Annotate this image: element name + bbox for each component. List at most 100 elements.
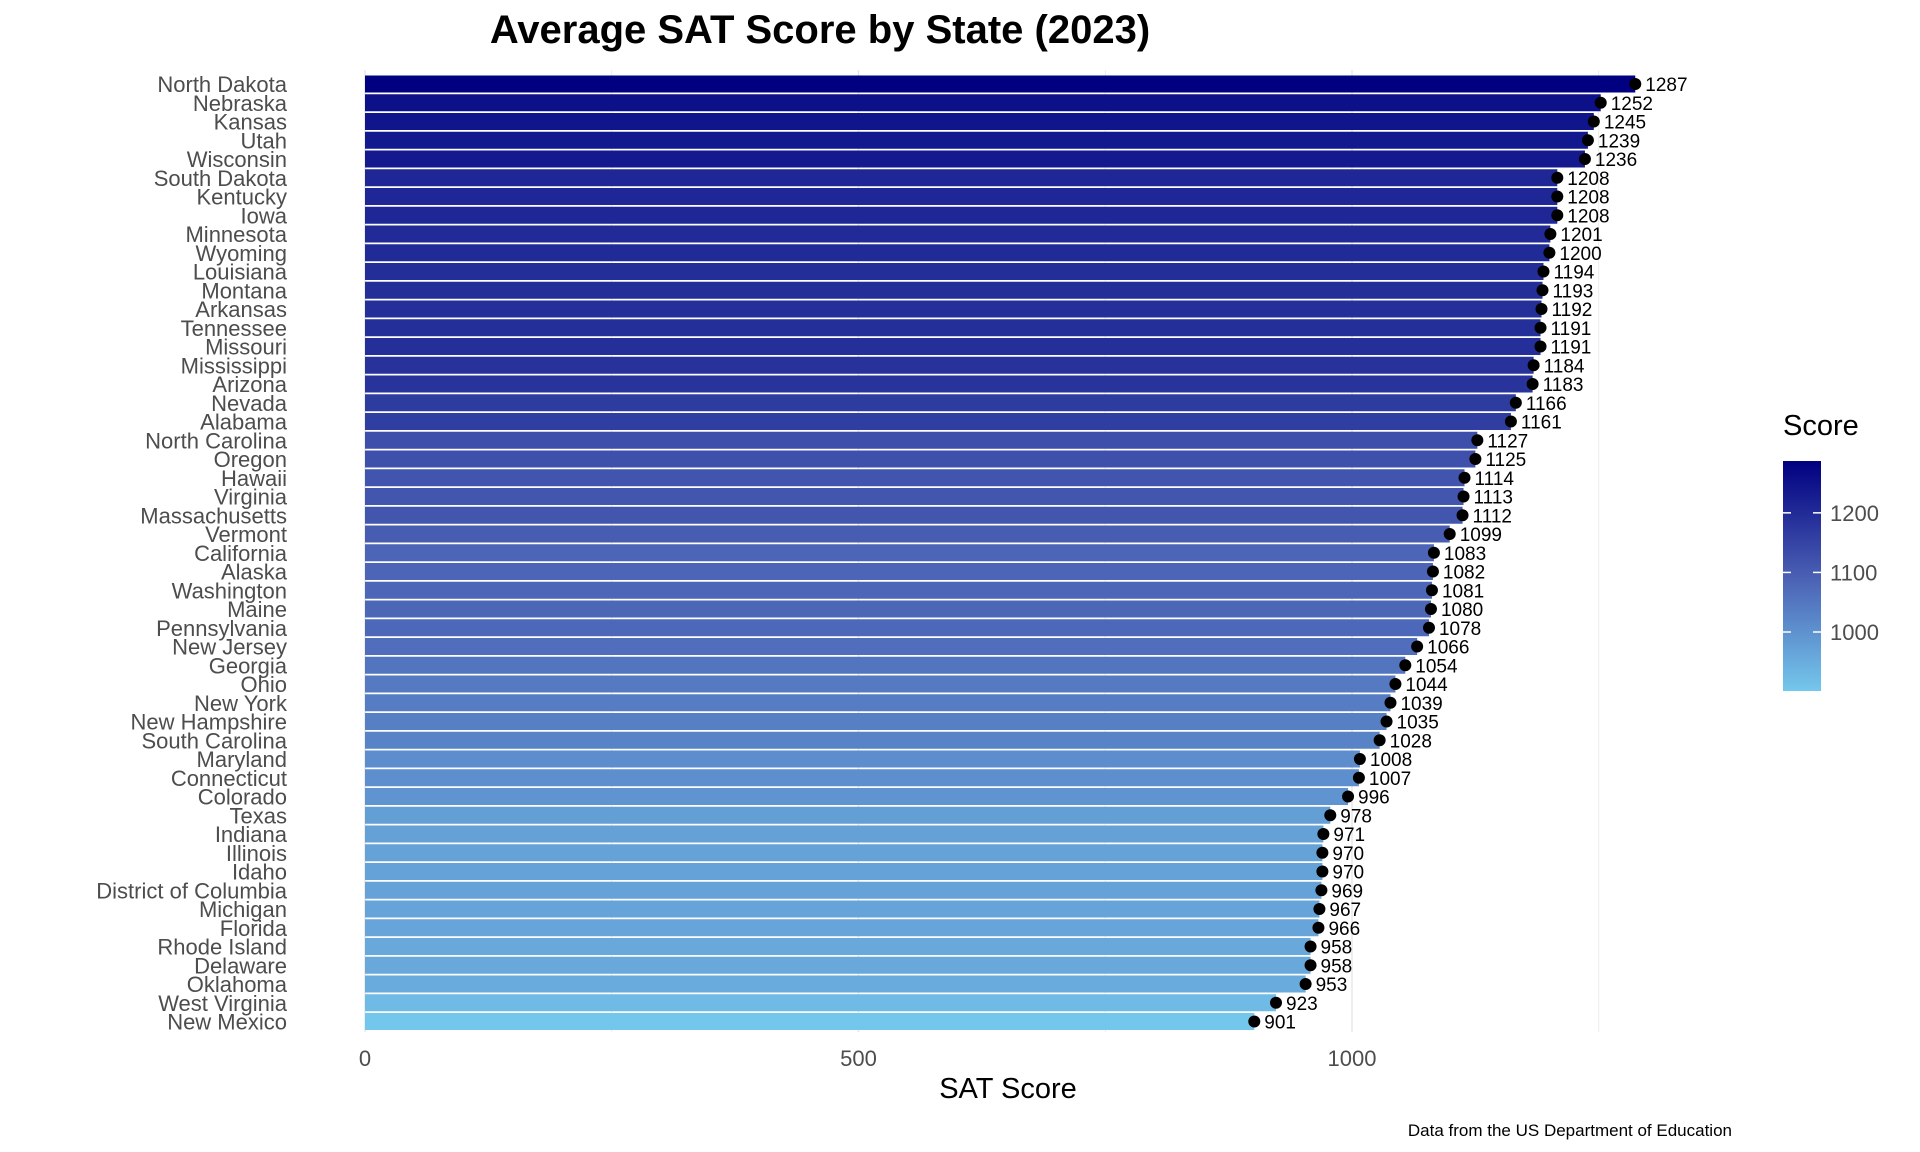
y-tick-label: Utah [241, 128, 287, 153]
y-tick-label: Georgia [209, 653, 288, 678]
y-tick-label: Florida [220, 916, 288, 941]
legend-colorbar [1783, 461, 1821, 691]
bar-end-dot [1594, 96, 1607, 109]
bar [365, 169, 1558, 187]
data-label: 1191 [1551, 338, 1592, 359]
bar [365, 919, 1319, 937]
data-label: 971 [1333, 825, 1365, 846]
bar-end-dot [1380, 715, 1393, 728]
bar [365, 750, 1360, 768]
data-label: 1239 [1598, 131, 1640, 152]
bar-end-dot [1304, 940, 1317, 953]
bar [365, 431, 1478, 449]
data-label: 901 [1264, 1013, 1296, 1034]
y-tick-label: Kansas [214, 110, 287, 135]
data-label: 1081 [1442, 581, 1484, 602]
bar [365, 375, 1533, 393]
legend-tick-label: 1200 [1830, 501, 1879, 526]
bar [365, 994, 1277, 1012]
bar [365, 75, 1636, 93]
bar [365, 244, 1550, 262]
bar-end-dot [1527, 359, 1540, 372]
data-label: 1208 [1567, 169, 1609, 190]
bar-end-dot [1443, 528, 1456, 540]
y-tick-label: North Dakota [157, 72, 287, 97]
bar-end-dot [1342, 790, 1355, 803]
data-label: 1183 [1543, 375, 1584, 396]
bar [365, 619, 1429, 637]
bar [365, 975, 1306, 993]
bar-end-dot [1317, 828, 1330, 840]
bar-end-dot [1304, 959, 1317, 972]
chart-title: Average SAT Score by State (2023) [489, 8, 1151, 52]
bar-end-dot [1424, 603, 1437, 615]
y-tick-label: Delaware [194, 953, 287, 978]
bar-end-dot [1425, 584, 1438, 597]
data-label: 1161 [1521, 413, 1562, 434]
bar-end-dot [1270, 996, 1283, 1009]
bar [365, 806, 1331, 824]
bar [365, 319, 1541, 337]
bar-end-dot [1471, 434, 1484, 447]
data-label: 958 [1321, 938, 1353, 959]
data-label: 1200 [1559, 244, 1601, 265]
data-label: 1113 [1474, 488, 1513, 509]
bar-end-dot [1535, 303, 1548, 315]
y-tick-label: Nebraska [193, 91, 288, 116]
bar [365, 581, 1432, 599]
data-label: 1252 [1611, 94, 1653, 115]
bar-end-dot [1629, 78, 1642, 90]
data-label: 1099 [1460, 525, 1502, 546]
bar-end-dot [1411, 640, 1424, 653]
bar-end-dot [1551, 171, 1564, 184]
caption: Data from the US Department of Education [1407, 1121, 1732, 1140]
y-tick-label: Virginia [214, 485, 288, 510]
data-label: 1044 [1405, 675, 1448, 696]
data-label: 996 [1358, 788, 1390, 809]
bar-end-dot [1551, 209, 1564, 222]
bar-end-dot [1504, 415, 1517, 428]
bar-end-dot [1578, 153, 1591, 165]
y-tick-label: Oregon [214, 447, 287, 472]
data-label: 1184 [1544, 356, 1585, 377]
bar [365, 956, 1311, 974]
bar-end-dot [1534, 321, 1547, 334]
bar [365, 844, 1323, 862]
data-label: 1236 [1595, 150, 1637, 171]
x-tick-label: 0 [359, 1046, 371, 1071]
bar [365, 656, 1406, 674]
y-tick-label: Oklahoma [187, 972, 288, 997]
legend-tick-label: 1100 [1830, 560, 1877, 585]
legend-title: Score [1783, 410, 1859, 442]
bar [365, 413, 1511, 430]
data-label: 966 [1328, 919, 1360, 940]
bar [365, 450, 1476, 468]
data-label: 1194 [1553, 263, 1594, 284]
data-label: 1201 [1560, 225, 1602, 246]
bar [365, 356, 1534, 374]
y-tick-label: South Dakota [154, 166, 288, 191]
data-label: 1007 [1369, 769, 1411, 790]
bar-end-dot [1313, 903, 1326, 915]
bar-end-dot [1324, 809, 1337, 822]
bar [365, 563, 1433, 580]
bar [365, 863, 1323, 880]
y-tick-label: Alaska [221, 560, 288, 585]
bar [365, 113, 1594, 130]
data-label: 1208 [1567, 206, 1609, 227]
bar [365, 281, 1543, 299]
data-label: 953 [1316, 975, 1348, 996]
bar [365, 938, 1311, 955]
y-tick-label: Louisiana [193, 260, 288, 285]
y-tick-label: South Carolina [141, 728, 287, 753]
data-label: 1035 [1397, 713, 1439, 734]
bar-end-dot [1458, 471, 1471, 484]
bar-end-dot [1534, 340, 1547, 353]
data-label: 1008 [1370, 750, 1412, 771]
y-tick-label: California [194, 541, 288, 566]
y-tick-label: Illinois [226, 841, 287, 866]
bar [365, 263, 1544, 280]
bar [365, 131, 1588, 149]
y-tick-label: Tennessee [181, 316, 287, 341]
y-tick-label: West Virginia [158, 991, 288, 1016]
